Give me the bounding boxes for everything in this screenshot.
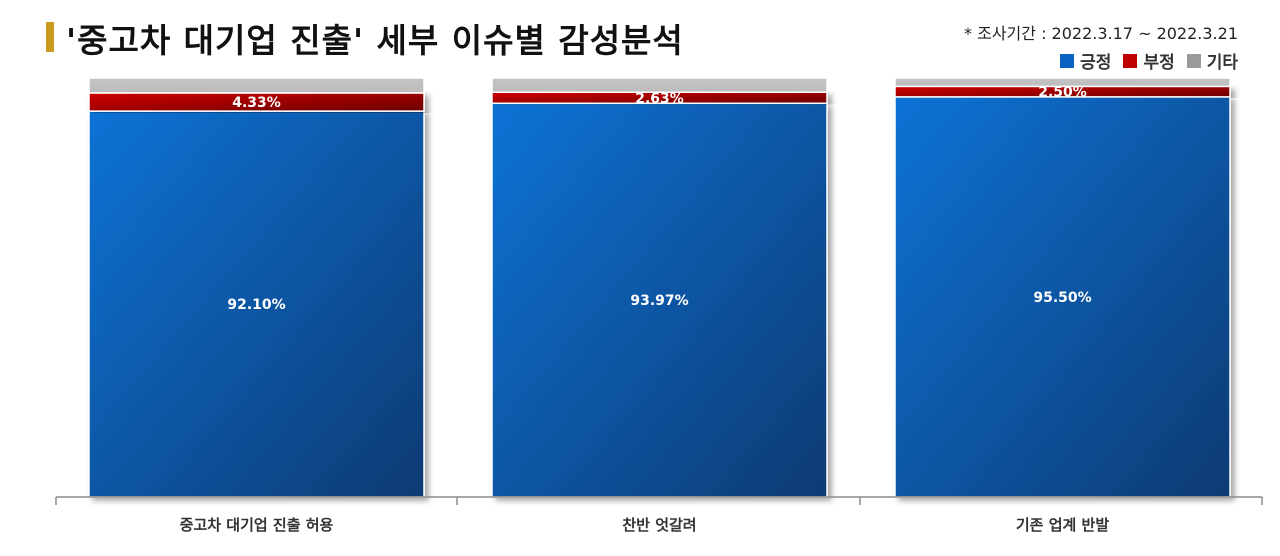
legend-item-negative: 부정 bbox=[1123, 48, 1175, 73]
legend-label-positive: 긍정 bbox=[1080, 53, 1112, 73]
bar-positive-3 bbox=[894, 96, 1231, 498]
category-label-1: 중고차 대기업 진출 허용 bbox=[180, 516, 334, 534]
data-label-negative-2: 2.63% bbox=[635, 91, 684, 107]
category-label-3: 기존 업계 반발 bbox=[1016, 516, 1109, 534]
data-label-positive-3: 95.50% bbox=[1033, 290, 1091, 306]
legend-swatch-negative bbox=[1123, 53, 1138, 68]
legend-label-negative: 부정 bbox=[1143, 53, 1175, 73]
bar-other-2 bbox=[491, 77, 828, 93]
data-label-negative-3: 2.50% bbox=[1038, 85, 1087, 101]
legend: 긍정 부정 기타 bbox=[1060, 48, 1238, 73]
title-accent-bar bbox=[46, 22, 54, 52]
legend-item-positive: 긍정 bbox=[1060, 48, 1111, 73]
bar-other-1 bbox=[88, 77, 425, 94]
legend-swatch-positive bbox=[1060, 53, 1075, 68]
chart-title: '중고차 대기업 진출' 세부 이슈별 감성분석 bbox=[66, 21, 684, 60]
category-label-2: 찬반 엇갈려 bbox=[622, 516, 696, 534]
data-label-positive-1: 92.10% bbox=[227, 297, 285, 313]
legend-label-other: 기타 bbox=[1206, 53, 1238, 73]
data-label-positive-2: 93.97% bbox=[630, 293, 688, 309]
data-label-negative-1: 4.33% bbox=[232, 95, 281, 111]
bar-positive-2 bbox=[491, 102, 828, 498]
bar-other-3 bbox=[894, 77, 1231, 88]
bar-positive-1 bbox=[88, 110, 425, 498]
legend-swatch-other bbox=[1186, 53, 1201, 68]
survey-period: * 조사기간 : 2022.3.17 ~ 2022.3.21 bbox=[964, 24, 1238, 43]
legend-item-other: 기타 bbox=[1186, 48, 1238, 73]
